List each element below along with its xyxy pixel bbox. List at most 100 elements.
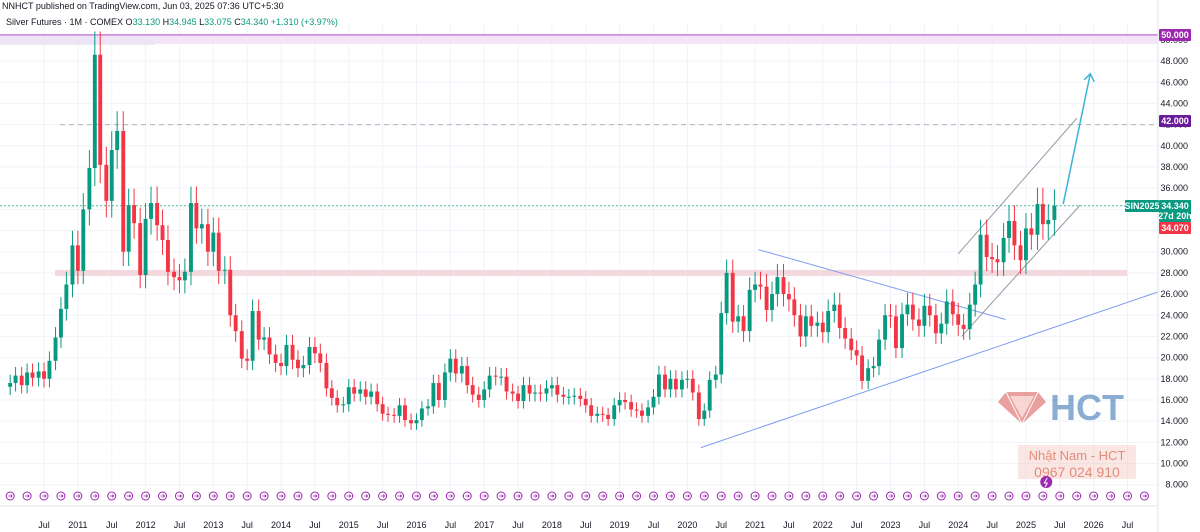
x-tick-label: 2014 bbox=[271, 520, 291, 530]
candle-body bbox=[933, 315, 938, 334]
event-marker-glyph bbox=[109, 494, 115, 498]
candle-body bbox=[510, 391, 515, 394]
event-marker-glyph bbox=[245, 494, 250, 498]
candle-body bbox=[149, 202, 153, 219]
candle-body bbox=[883, 315, 888, 340]
candle-body bbox=[1007, 220, 1011, 238]
candle-body bbox=[143, 218, 148, 276]
candle-body bbox=[375, 391, 380, 405]
y-tick-label: 12.000 bbox=[1160, 437, 1188, 447]
close-value: 34.340 bbox=[240, 17, 269, 27]
lightning-event-icon bbox=[1040, 476, 1053, 488]
candle-body bbox=[75, 245, 80, 271]
candle-body bbox=[42, 371, 46, 379]
event-marker-glyph bbox=[651, 494, 657, 498]
candle-body bbox=[482, 389, 487, 400]
candle-body bbox=[250, 311, 255, 361]
candle-body bbox=[172, 271, 176, 278]
candle-body bbox=[939, 323, 944, 334]
event-marker-glyph bbox=[770, 494, 775, 498]
event-marker-glyph bbox=[431, 494, 436, 498]
candle-body bbox=[826, 311, 831, 333]
candle-body bbox=[944, 301, 949, 324]
candle-body bbox=[696, 392, 701, 420]
projection-arrow bbox=[1062, 73, 1092, 205]
candle-body bbox=[910, 304, 915, 320]
candle-body bbox=[967, 304, 972, 330]
candle-body bbox=[465, 366, 470, 386]
candle-body bbox=[843, 327, 848, 339]
candle-body bbox=[426, 406, 430, 409]
candle-body bbox=[600, 413, 605, 415]
x-tick-label: 2024 bbox=[948, 520, 968, 530]
y-tick-label: 46.000 bbox=[1160, 77, 1188, 87]
candle-body bbox=[211, 232, 216, 252]
candle-body bbox=[956, 314, 961, 325]
y-tick-label: 48.000 bbox=[1160, 56, 1188, 66]
candle-body bbox=[397, 405, 402, 416]
candle-body bbox=[504, 376, 509, 392]
event-marker-glyph bbox=[617, 494, 623, 498]
watermark-brand: HCT bbox=[1050, 387, 1124, 428]
x-tick-label: 2018 bbox=[542, 520, 562, 530]
candle-body bbox=[13, 375, 18, 384]
x-tick-label: Jul bbox=[241, 520, 253, 530]
candle-body bbox=[820, 322, 825, 333]
candle-body bbox=[487, 375, 492, 390]
event-marker-glyph bbox=[414, 494, 420, 498]
event-marker-glyph bbox=[363, 494, 369, 498]
resistance-zone bbox=[155, 34, 1158, 44]
svg-text:42.000: 42.000 bbox=[1161, 116, 1189, 126]
candle-body bbox=[663, 374, 667, 390]
event-marker-glyph bbox=[228, 494, 233, 498]
candle-body bbox=[707, 379, 712, 411]
candle-body bbox=[442, 372, 447, 400]
event-marker-glyph bbox=[583, 494, 589, 498]
candle-body bbox=[403, 405, 407, 421]
candle-body bbox=[741, 316, 746, 332]
event-marker-glyph bbox=[685, 494, 690, 498]
candle-body bbox=[1035, 204, 1040, 235]
x-tick-label: Jul bbox=[715, 520, 727, 530]
event-marker-glyph bbox=[482, 494, 487, 498]
event-marker-glyph bbox=[346, 494, 352, 498]
candle-body bbox=[549, 385, 554, 389]
candle-body bbox=[216, 232, 221, 271]
candle-body bbox=[533, 392, 537, 394]
candle-body bbox=[476, 394, 481, 400]
event-marker-glyph bbox=[1108, 494, 1114, 498]
event-marker-glyph bbox=[380, 494, 386, 498]
candle-body bbox=[888, 315, 893, 317]
grid bbox=[0, 24, 1158, 490]
x-tick-label: 2025 bbox=[1016, 520, 1036, 530]
candle-body bbox=[199, 224, 204, 229]
candle-body bbox=[950, 301, 955, 315]
candle-body bbox=[194, 202, 199, 229]
event-marker-glyph bbox=[194, 494, 199, 498]
candle-body bbox=[301, 365, 306, 369]
candle-body bbox=[36, 371, 41, 378]
candle-body bbox=[656, 374, 661, 397]
y-tick-label: 8.000 bbox=[1165, 480, 1188, 490]
candle-body bbox=[583, 398, 588, 406]
candle-body bbox=[917, 319, 921, 326]
candle-body bbox=[1023, 228, 1028, 261]
candle-body bbox=[284, 344, 289, 367]
x-tick-label: 2016 bbox=[406, 520, 426, 530]
candle-body bbox=[860, 355, 865, 381]
triangle-lower-line bbox=[700, 291, 1159, 449]
event-marker-glyph bbox=[143, 494, 149, 498]
candle-body bbox=[256, 311, 261, 340]
candle-body bbox=[1046, 219, 1051, 225]
svg-text:50.000: 50.000 bbox=[1161, 30, 1189, 40]
x-tick-label: Jul bbox=[1122, 520, 1134, 530]
event-marker-glyph bbox=[786, 494, 792, 498]
symbol-name[interactable]: Silver Futures · 1M · COMEX bbox=[6, 17, 124, 27]
y-tick-label: 28.000 bbox=[1160, 268, 1188, 278]
event-marker-glyph bbox=[702, 494, 707, 498]
event-marker-glyph bbox=[854, 494, 860, 498]
candle-body bbox=[640, 410, 644, 416]
candle-body bbox=[92, 54, 97, 169]
event-marker-glyph bbox=[262, 494, 267, 498]
